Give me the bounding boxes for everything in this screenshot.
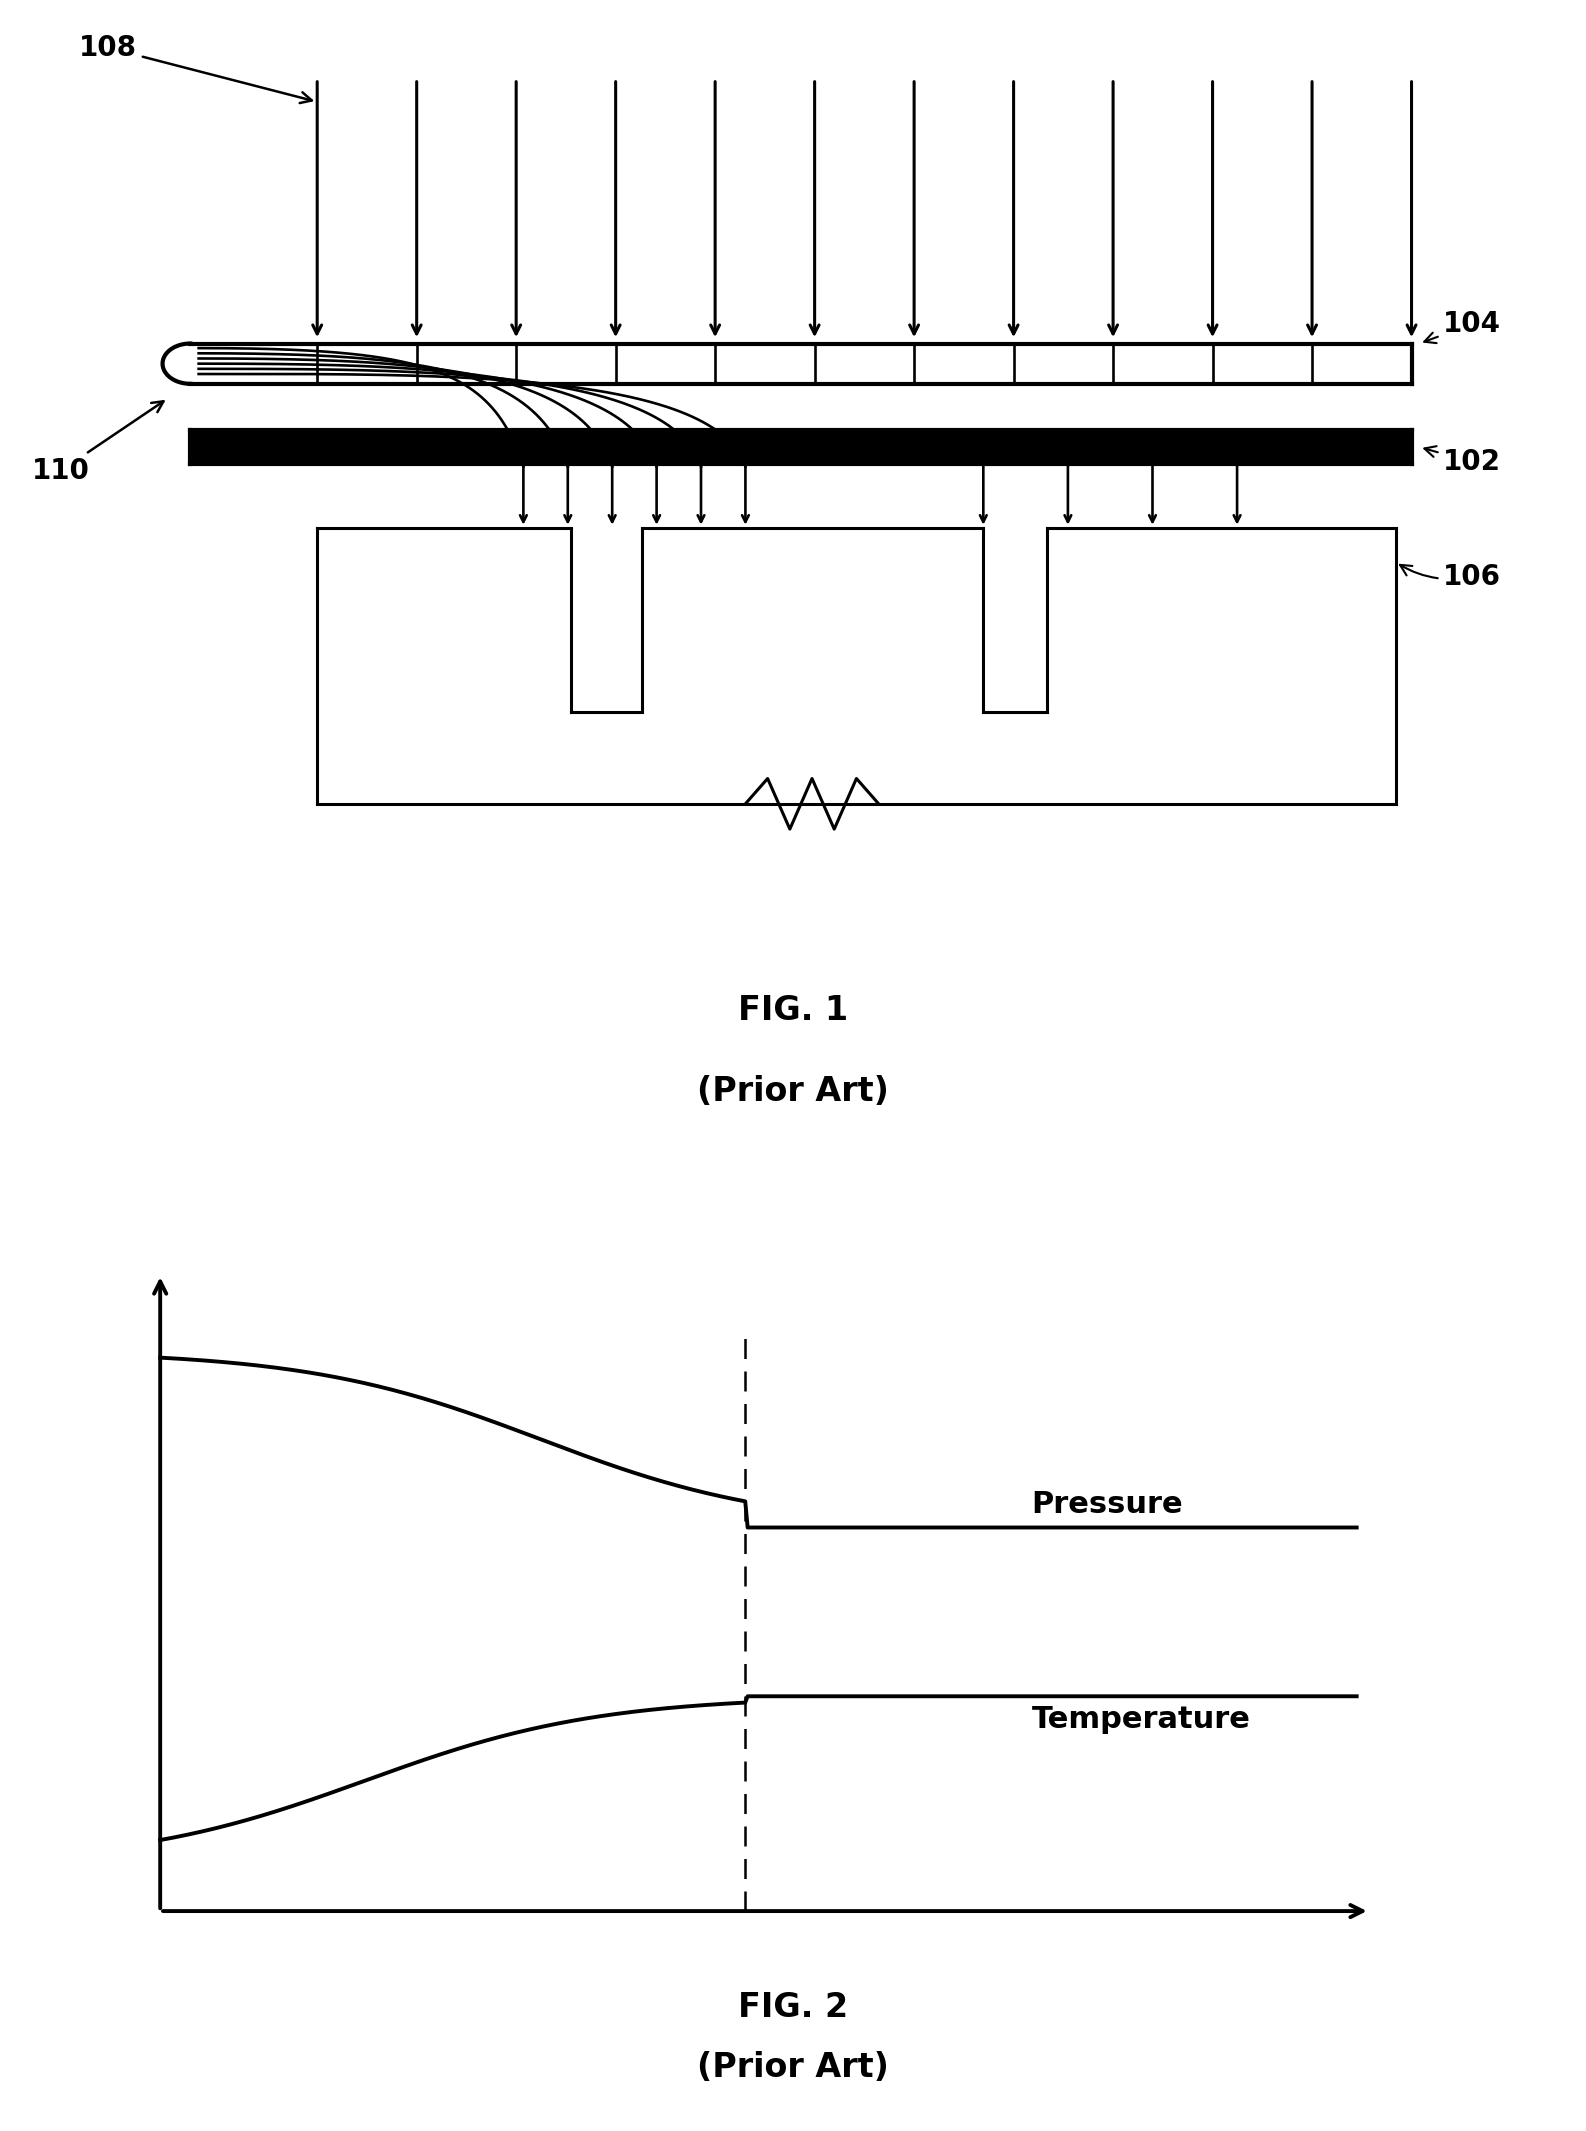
Text: Pressure: Pressure xyxy=(1031,1490,1183,1519)
Text: 102: 102 xyxy=(1424,445,1502,475)
Text: 104: 104 xyxy=(1424,309,1502,343)
Text: 110: 110 xyxy=(32,401,163,484)
Text: (Prior Art): (Prior Art) xyxy=(698,1074,888,1108)
Text: (Prior Art): (Prior Art) xyxy=(698,2050,888,2084)
Text: 108: 108 xyxy=(79,34,312,102)
Text: FIG. 1: FIG. 1 xyxy=(737,995,849,1027)
Text: FIG. 2: FIG. 2 xyxy=(737,1990,849,2024)
Text: 106: 106 xyxy=(1400,563,1502,590)
Text: Temperature: Temperature xyxy=(1031,1705,1250,1735)
